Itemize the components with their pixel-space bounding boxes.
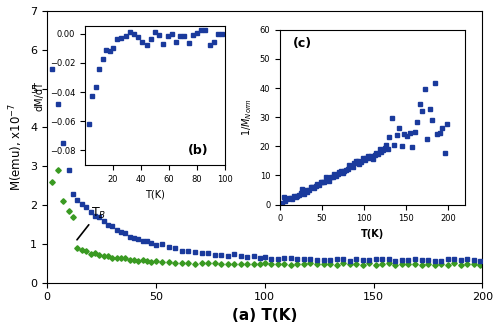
- X-axis label: T(K): T(K): [361, 229, 384, 239]
- Text: T$_B$: T$_B$: [90, 206, 106, 221]
- Text: (c): (c): [293, 37, 312, 50]
- Text: (b): (b): [188, 144, 208, 157]
- Y-axis label: dM/dT: dM/dT: [34, 81, 44, 111]
- Y-axis label: 1/$M_{Norm}$: 1/$M_{Norm}$: [240, 98, 254, 136]
- X-axis label: T(K): T(K): [145, 189, 165, 199]
- Y-axis label: M(emu), x10$^{-7}$: M(emu), x10$^{-7}$: [7, 103, 24, 191]
- X-axis label: (a) T(K): (a) T(K): [232, 308, 298, 323]
